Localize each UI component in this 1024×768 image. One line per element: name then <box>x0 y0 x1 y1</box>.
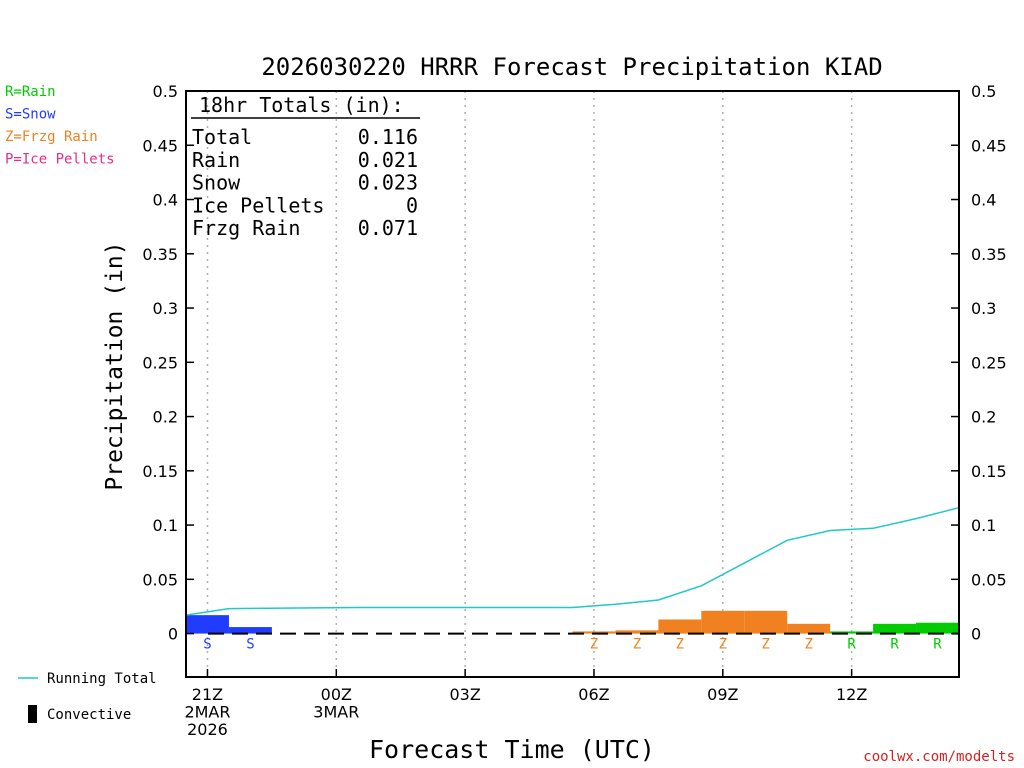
precip-bars <box>186 610 959 634</box>
running-total-line <box>185 506 960 616</box>
type-marker-z: Z <box>804 637 812 653</box>
precip-bar <box>873 623 917 634</box>
x-tick-label: 2MAR <box>184 703 230 722</box>
precip-type-legend: R=Rain S=Snow Z=Frzg Rain P=Ice Pellets <box>5 84 115 168</box>
type-marker-r: R <box>933 637 942 653</box>
y-tick-label: 0.25 <box>142 353 178 372</box>
y-tick-label-right: 0.1 <box>971 516 996 535</box>
y-tick-label-right: 0.35 <box>971 245 1007 264</box>
totals-label: Snow <box>192 171 241 195</box>
type-marker-s: S <box>203 637 211 653</box>
y-tick-label-right: 0.2 <box>971 408 996 427</box>
type-marker-z: Z <box>590 637 598 653</box>
y-tick-label: 0.4 <box>153 191 178 210</box>
x-tick-label: 3MAR <box>313 703 359 722</box>
x-tick-label: 09Z <box>707 685 738 704</box>
y-tick-label: 0.35 <box>142 245 178 264</box>
y-tick-label: 0.5 <box>153 82 178 101</box>
legend-z: Z=Frzg Rain <box>5 129 98 145</box>
totals-box: 18hr Totals (in): Total 0.116 Rain 0.021 Sno… <box>191 93 420 240</box>
totals-value: 0 <box>406 193 418 217</box>
precip-bar <box>916 622 959 634</box>
y-tick-label: 0.3 <box>153 299 178 318</box>
precip-bar <box>701 610 745 634</box>
type-marker-r: R <box>847 637 856 653</box>
y-tick-label-right: 0.4 <box>971 191 996 210</box>
totals-value: 0.021 <box>358 148 418 172</box>
precip-bar <box>658 619 702 634</box>
x-tick-label: 21Z <box>192 685 223 704</box>
convective-legend-swatch <box>28 705 37 723</box>
x-tick-label: 03Z <box>449 685 480 704</box>
y-tick-label: 0.2 <box>153 408 178 427</box>
x-tick-label: 2026 <box>187 720 228 739</box>
x-tick-label: 06Z <box>578 685 609 704</box>
vertical-gridlines <box>206 91 853 677</box>
y-tick-label: 0.1 <box>153 516 178 535</box>
precip-bar <box>830 631 874 634</box>
y-axis-title: Precipitation (in) <box>102 241 128 490</box>
type-marker-z: Z <box>633 637 641 653</box>
y-tick-label-right: 0 <box>971 625 981 644</box>
totals-label: Ice Pellets <box>192 193 324 217</box>
type-marker-z: Z <box>762 637 770 653</box>
y-tick-label-right: 0.05 <box>971 570 1007 589</box>
type-marker-r: R <box>890 637 899 653</box>
totals-label: Rain <box>192 148 240 172</box>
y-tick-label: 0.45 <box>142 136 178 155</box>
y-tick-label: 0.05 <box>142 570 178 589</box>
x-tick-label: 00Z <box>321 685 352 704</box>
running-total-line-group <box>185 506 960 616</box>
totals-label: Total <box>192 125 252 149</box>
y-tick-label-right: 0.15 <box>971 462 1007 481</box>
y-tick-label: 0.15 <box>142 462 178 481</box>
plot-frame <box>185 90 960 678</box>
precip-bar <box>744 610 788 634</box>
precip-bar <box>787 623 831 634</box>
source-credit: coolwx.com/modelts <box>863 749 1015 765</box>
y-axis-left: 0.5 0.45 0.4 0.35 0.3 0.25 0.2 0.15 0.1 0.05 0 <box>142 82 194 644</box>
y-tick-label-right: 0.5 <box>971 82 996 101</box>
type-marker-s: S <box>246 637 254 653</box>
y-tick-label-right: 0.45 <box>971 136 1007 155</box>
legend-s: S=Snow <box>5 107 56 123</box>
totals-value: 0.116 <box>358 125 418 149</box>
precip-bar <box>228 627 272 634</box>
chart-title: 2026030220 HRRR Forecast Precipitation K… <box>261 53 882 81</box>
type-marker-z: Z <box>676 637 684 653</box>
precip-bar <box>615 630 659 634</box>
totals-value: 0.023 <box>358 171 418 195</box>
y-tick-label-right: 0.25 <box>971 353 1007 372</box>
precip-bar <box>186 615 229 634</box>
y-axis-right: 0.5 0.45 0.4 0.35 0.3 0.25 0.2 0.15 0.1 0.05 0 <box>951 82 1007 644</box>
y-tick-label-right: 0.3 <box>971 299 996 318</box>
x-tick-label: 12Z <box>836 685 867 704</box>
y-tick-label: 0 <box>168 625 178 644</box>
totals-value: 0.071 <box>358 216 418 240</box>
running-total-legend-label: Running Total <box>47 671 157 687</box>
series-legend: Running Total Convective <box>18 671 157 723</box>
x-axis-title: Forecast Time (UTC) <box>369 735 655 764</box>
legend-r: R=Rain <box>5 84 56 100</box>
totals-heading: 18hr Totals (in): <box>199 93 404 117</box>
convective-legend-label: Convective <box>47 707 131 723</box>
type-marker-z: Z <box>719 637 727 653</box>
totals-label: Frzg Rain <box>192 216 300 240</box>
precip-bar <box>572 631 616 634</box>
legend-p: P=Ice Pellets <box>5 152 115 168</box>
